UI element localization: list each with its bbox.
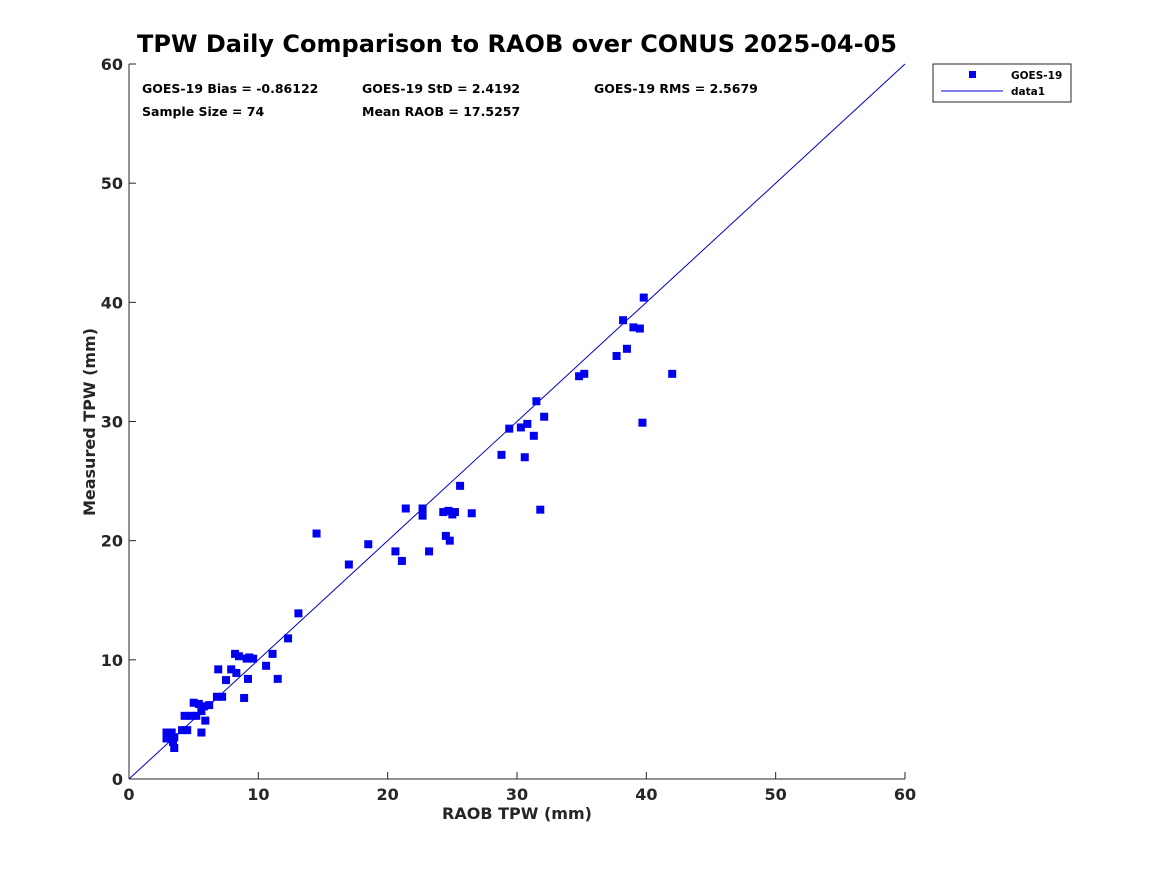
data-point [294, 609, 303, 618]
data-point [540, 412, 549, 421]
data-point [212, 692, 221, 701]
legend: GOES-19 data1 [932, 63, 1072, 103]
legend-marker-square [969, 71, 976, 78]
y-axis-title: Measured TPW (mm) [80, 328, 99, 516]
data-point [167, 728, 176, 737]
x-tick-label: 60 [894, 785, 916, 804]
data-point [284, 634, 293, 643]
data1-line [128, 63, 906, 780]
y-tick-label: 40 [101, 293, 123, 312]
data-point [344, 560, 353, 569]
data-point [497, 450, 506, 459]
data-point [401, 504, 410, 513]
data-point [580, 369, 589, 378]
data-point [268, 649, 277, 658]
data-point [232, 668, 241, 677]
legend-label-series-2: data1 [1011, 86, 1045, 98]
data-point [227, 665, 236, 674]
data-point [200, 702, 209, 711]
data-point [668, 369, 677, 378]
data-point [168, 738, 177, 747]
y-tick-label: 30 [101, 413, 123, 432]
x-tick-label: 10 [247, 785, 269, 804]
data-point [205, 701, 214, 710]
data-point [456, 481, 465, 490]
data-point [467, 509, 476, 518]
stat-sample-size: Sample Size = 74 [142, 104, 264, 119]
data-point [243, 674, 252, 683]
data-point [214, 665, 223, 674]
data-point [450, 508, 459, 517]
data-point [536, 505, 545, 514]
data-point [505, 424, 514, 433]
data-point [312, 529, 321, 538]
data-point [397, 556, 406, 565]
data-point [622, 344, 631, 353]
data-point [273, 674, 282, 683]
data-point [635, 324, 644, 333]
chart-title: TPW Daily Comparison to RAOB over CONUS … [137, 30, 897, 58]
data-point [523, 419, 532, 428]
data-point [520, 453, 529, 462]
x-tick-label: 40 [635, 785, 657, 804]
y-tick-label: 10 [101, 651, 123, 670]
data-point [516, 423, 525, 432]
data-point [262, 661, 271, 670]
data-point [189, 698, 198, 707]
data-point [638, 418, 647, 427]
data-point [201, 716, 210, 725]
legend-box [932, 63, 1072, 103]
data-point [192, 711, 201, 720]
scatter-points-layer [162, 293, 677, 753]
data-point [197, 728, 206, 737]
x-axis-title: RAOB TPW (mm) [442, 804, 592, 823]
data-point [180, 711, 189, 720]
data-point [234, 652, 243, 661]
x-ticks-layer: 0 10 20 30 40 50 60 [123, 772, 916, 804]
x-tick-label: 0 [123, 785, 134, 804]
data-point [391, 547, 400, 556]
x-tick-label: 20 [377, 785, 399, 804]
data-point [218, 692, 227, 701]
data-point [418, 504, 427, 513]
data-point [619, 316, 628, 325]
data-point [178, 726, 187, 735]
x-tick-label: 50 [765, 785, 787, 804]
data-point [197, 707, 206, 716]
data-point [529, 431, 538, 440]
data-point [170, 744, 179, 753]
data-point [425, 547, 434, 556]
data-point [364, 540, 373, 549]
data-point [240, 693, 249, 702]
data-point [439, 508, 448, 517]
data-point [575, 372, 584, 381]
y-tick-label: 0 [112, 770, 123, 789]
y-tick-label: 50 [101, 174, 123, 193]
y-tick-label: 20 [101, 532, 123, 551]
data-point [418, 511, 427, 520]
data-point [187, 711, 196, 720]
y-ticks-layer: 0 10 20 30 40 50 60 [101, 55, 136, 789]
data-point [194, 699, 203, 708]
data-point [639, 293, 648, 302]
x-tick-label: 30 [506, 785, 528, 804]
data-point [612, 351, 621, 360]
data-point [441, 531, 450, 540]
stat-mean-raob: Mean RAOB = 17.5257 [362, 104, 520, 119]
stat-bias: GOES-19 Bias = -0.86122 [142, 81, 318, 96]
stat-rms: GOES-19 RMS = 2.5679 [594, 81, 758, 96]
data-point [222, 676, 230, 685]
identity-line-layer [128, 63, 906, 780]
data-point [183, 726, 192, 735]
data-point [629, 323, 638, 332]
stat-std: GOES-19 StD = 2.4192 [362, 81, 520, 96]
data-point [249, 654, 258, 663]
data-point [445, 536, 454, 545]
legend-label-series-1: GOES-19 [1011, 70, 1062, 82]
data-point [170, 733, 179, 742]
data-point [532, 397, 541, 406]
y-tick-label: 60 [101, 55, 123, 74]
